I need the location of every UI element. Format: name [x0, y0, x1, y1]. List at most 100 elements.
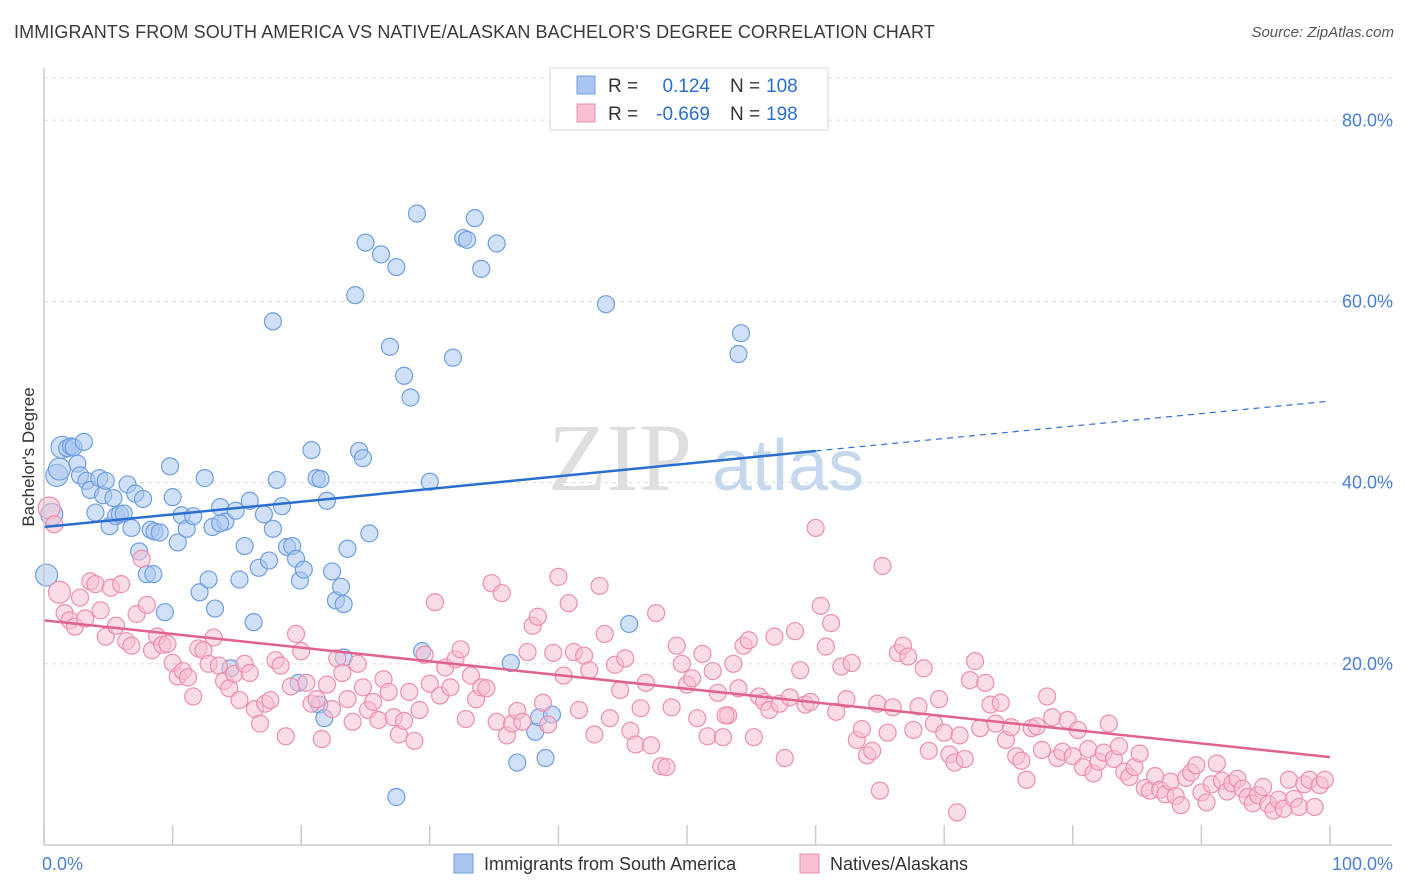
pink-point: [281, 677, 301, 696]
pink-point: [137, 595, 156, 615]
pink-point: [878, 723, 897, 742]
pink-point: [935, 723, 954, 742]
blue-point: [226, 501, 245, 520]
pink-point: [322, 700, 342, 719]
pink-point: [1187, 756, 1206, 775]
pink-point: [1290, 797, 1309, 817]
pink-point: [698, 727, 717, 746]
pink-point: [364, 692, 383, 711]
pink-point: [590, 576, 609, 596]
blue-point: [387, 787, 406, 807]
pink-point: [667, 636, 686, 655]
pink-point: [559, 594, 578, 613]
pink-point: [631, 699, 650, 718]
pink-point: [739, 631, 758, 650]
pink-point: [528, 607, 547, 626]
pink-point: [312, 729, 331, 749]
pink-point: [132, 549, 151, 568]
blue-point: [620, 614, 639, 634]
blue-point: [596, 295, 616, 314]
legend-blue-r-label: R =: [608, 76, 638, 97]
blue-point: [443, 348, 463, 367]
blue-point: [86, 503, 105, 522]
pink-point: [600, 709, 619, 728]
pink-point: [379, 682, 398, 702]
pink-point: [965, 652, 985, 671]
y-tick-label-80: 80.0%: [1342, 110, 1393, 130]
blue-point: [311, 469, 330, 489]
legend-bottom-blue-label: Immigrants from South America: [484, 854, 737, 874]
pink-point: [410, 700, 429, 720]
pink-point: [1207, 754, 1226, 773]
pink-point: [662, 698, 681, 717]
watermark-atlas: atlas: [712, 426, 864, 506]
pink-point: [76, 609, 95, 628]
legend-bottom-blue-swatch: [453, 853, 474, 874]
pink-point: [544, 643, 563, 663]
blue-point: [74, 432, 93, 451]
pink-point: [1001, 718, 1021, 737]
pink-point: [178, 668, 198, 687]
pink-point: [883, 698, 902, 717]
pink-point: [425, 593, 445, 612]
pink-point: [1043, 708, 1062, 727]
blue-point: [190, 583, 209, 602]
pink-point: [976, 673, 995, 692]
blue-point: [387, 257, 406, 277]
pink-point: [122, 636, 141, 655]
x-tick-label-100: 100.0%: [1332, 854, 1393, 874]
pink-point: [513, 712, 532, 731]
pink-point: [369, 710, 388, 730]
legend-pink-r-label: R =: [608, 104, 638, 125]
legend-pink-r-value: -0.669: [656, 104, 710, 125]
legend-bottom-pink-swatch: [799, 853, 820, 874]
blue-point: [104, 488, 123, 508]
pink-point: [261, 690, 280, 710]
blue-point: [267, 470, 286, 490]
pink-point: [837, 690, 856, 709]
blue-point: [360, 524, 379, 543]
pink-point: [451, 640, 470, 659]
blue-point: [122, 518, 141, 538]
watermark: ZIP atlas: [548, 404, 864, 511]
pink-point: [276, 727, 295, 746]
pink-point: [765, 627, 784, 646]
blue-point: [731, 324, 751, 343]
pink-point: [1017, 770, 1036, 789]
trend-lines: [43, 400, 1331, 759]
pink-point: [549, 567, 568, 586]
x-tick-label-0: 0.0%: [42, 854, 83, 874]
pink-point: [688, 709, 707, 728]
legend-stats: R = 0.124 N = 108 R = -0.669 N = 198: [549, 67, 829, 131]
pink-point: [863, 741, 882, 760]
blue-point: [322, 562, 342, 581]
pink-point: [899, 647, 918, 666]
blue-point: [155, 603, 174, 622]
pink-point: [394, 711, 414, 730]
blue-point: [133, 489, 153, 509]
pink-point: [1315, 770, 1334, 789]
pink-point: [657, 757, 676, 777]
legend-pink-n-value: 198: [766, 104, 798, 125]
blue-point: [338, 539, 357, 558]
pink-point: [184, 687, 203, 706]
pink-point: [816, 637, 835, 656]
pink-point: [286, 624, 306, 644]
pink-point: [47, 580, 72, 604]
blue-point: [259, 551, 279, 570]
legend-bottom-pink-label: Natives/Alaskans: [830, 854, 968, 874]
pink-trend-line: [43, 619, 1331, 759]
pink-point: [441, 678, 460, 697]
pink-point: [1032, 740, 1052, 759]
pink-point: [904, 720, 923, 740]
pink-point: [716, 706, 735, 725]
blue-point: [334, 594, 353, 614]
blue-point: [487, 234, 506, 253]
pink-point: [271, 656, 290, 675]
pink-point: [626, 735, 645, 754]
legend-blue-r-value: 0.124: [662, 76, 710, 97]
pink-point: [1305, 797, 1324, 817]
pink-point: [1254, 777, 1273, 797]
blue-point: [302, 440, 321, 460]
